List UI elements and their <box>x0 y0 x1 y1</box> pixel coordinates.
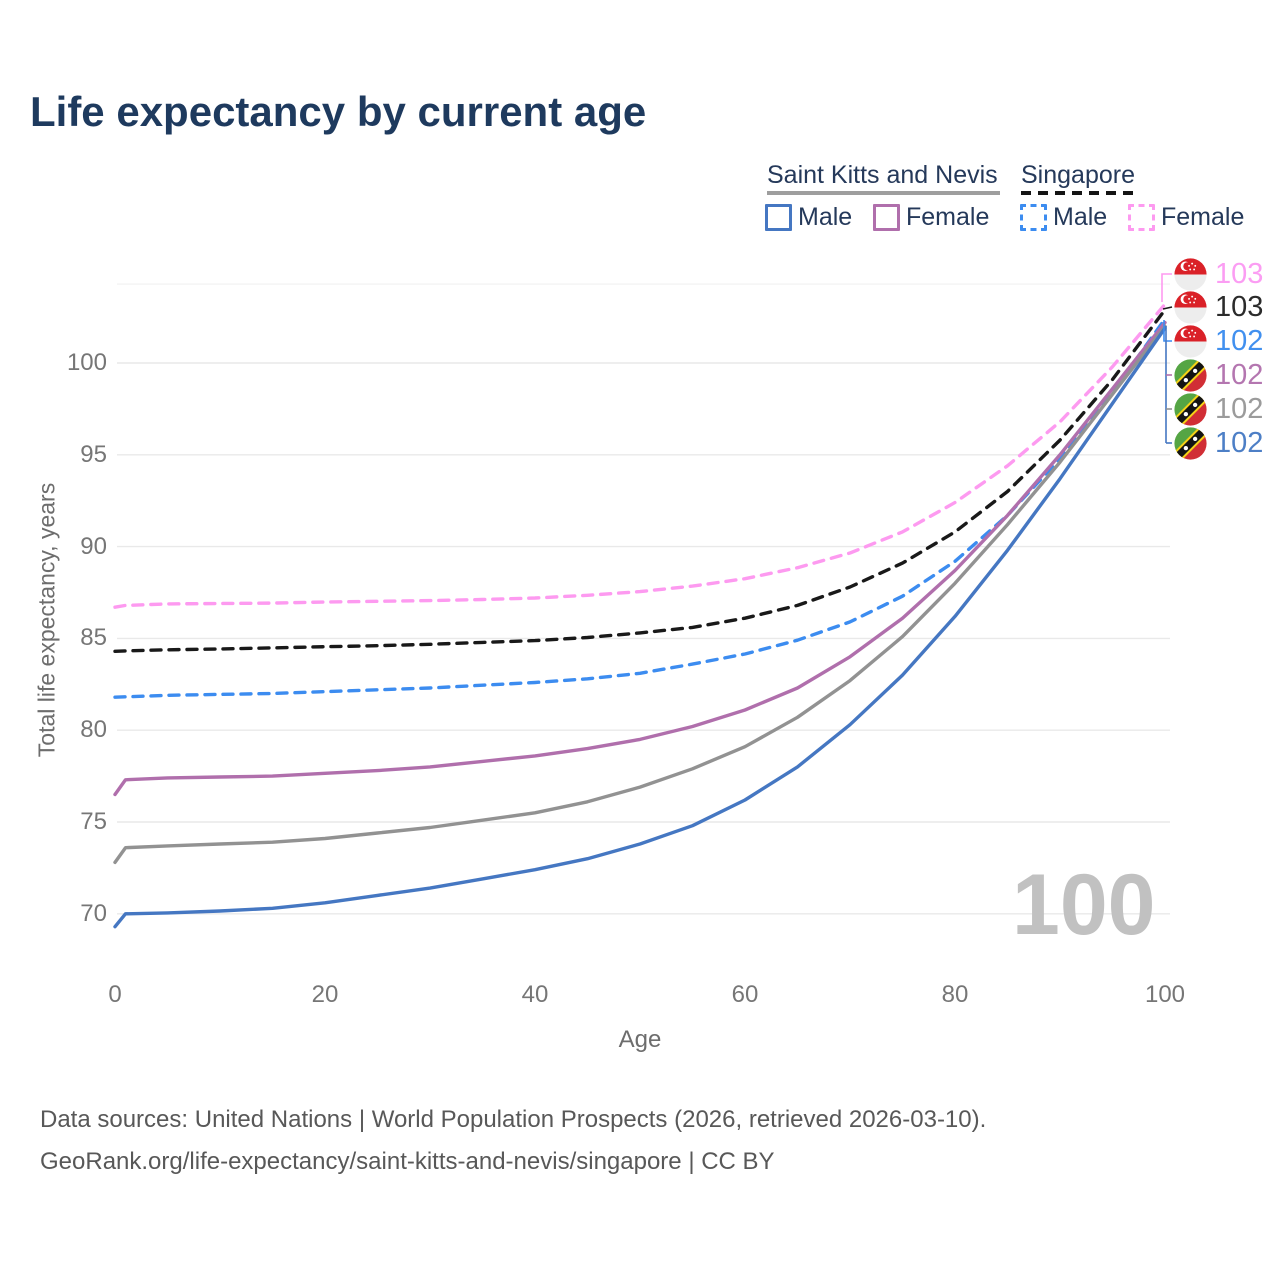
x-tick-80: 80 <box>941 981 969 1008</box>
x-tick-60: 60 <box>731 981 759 1008</box>
checkbox-icon[interactable] <box>1128 204 1155 231</box>
y-tick-85: 85 <box>80 624 107 651</box>
checkbox-icon[interactable] <box>873 204 900 231</box>
legend-item-label: Male <box>1053 203 1108 231</box>
end-label-skn-male: 102 <box>1174 426 1263 460</box>
watermark: 100 <box>1012 857 1156 953</box>
legend-underline-dashed <box>1021 191 1135 195</box>
end-value: 102 <box>1215 324 1264 357</box>
x-tick-100: 100 <box>1144 981 1186 1008</box>
x-axis-title: Age <box>618 1026 662 1053</box>
legend-item-skn-female[interactable]: Female <box>873 203 989 232</box>
legend-item-sg-male[interactable]: Male <box>1020 203 1107 232</box>
y-tick-75: 75 <box>80 808 107 835</box>
end-label-sg-male: 102 <box>1174 324 1263 358</box>
legend-underline-solid <box>767 191 1000 195</box>
y-tick-90: 90 <box>80 533 107 560</box>
x-tick-0: 0 <box>108 981 122 1008</box>
checkbox-icon[interactable] <box>765 204 792 231</box>
x-tick-20: 20 <box>311 981 339 1008</box>
y-tick-95: 95 <box>80 441 107 468</box>
legend-item-label: Female <box>1161 203 1245 231</box>
singapore-flag-icon <box>1174 290 1207 324</box>
saint-kitts-and-nevis-flag-icon <box>1174 358 1207 392</box>
end-label-skn-female: 102 <box>1174 358 1263 392</box>
end-label-sg-female: 103 <box>1174 257 1263 291</box>
end-label-sg-both: 103 <box>1174 290 1263 324</box>
legend-item-skn-male[interactable]: Male <box>765 203 852 232</box>
page-title: Life expectancy by current age <box>30 88 647 135</box>
end-label-skn-both: 102 <box>1174 392 1263 426</box>
legend-group-saint-kitts-and-nevis: Saint Kitts and Nevis <box>767 161 998 189</box>
saint-kitts-and-nevis-flag-icon <box>1174 392 1207 426</box>
end-value: 102 <box>1215 358 1264 391</box>
x-tick-40: 40 <box>521 981 549 1008</box>
end-value: 102 <box>1215 392 1264 425</box>
singapore-flag-icon <box>1174 324 1207 358</box>
end-value: 103 <box>1215 290 1264 323</box>
legend-group-singapore: Singapore <box>1021 161 1135 189</box>
end-value: 102 <box>1215 426 1264 459</box>
checkbox-icon[interactable] <box>1020 204 1047 231</box>
attribution-line: GeoRank.org/life-expectancy/saint-kitts-… <box>40 1148 775 1175</box>
y-tick-70: 70 <box>80 900 107 927</box>
data-sources-line: Data sources: United Nations | World Pop… <box>40 1106 987 1133</box>
end-value: 103 <box>1215 257 1264 290</box>
legend-item-sg-female[interactable]: Female <box>1128 203 1244 232</box>
legend-item-label: Male <box>798 203 853 231</box>
y-tick-100: 100 <box>66 349 107 376</box>
singapore-flag-icon <box>1174 257 1207 291</box>
y-tick-80: 80 <box>80 716 107 743</box>
saint-kitts-and-nevis-flag-icon <box>1174 426 1207 460</box>
legend-item-label: Female <box>906 203 990 231</box>
